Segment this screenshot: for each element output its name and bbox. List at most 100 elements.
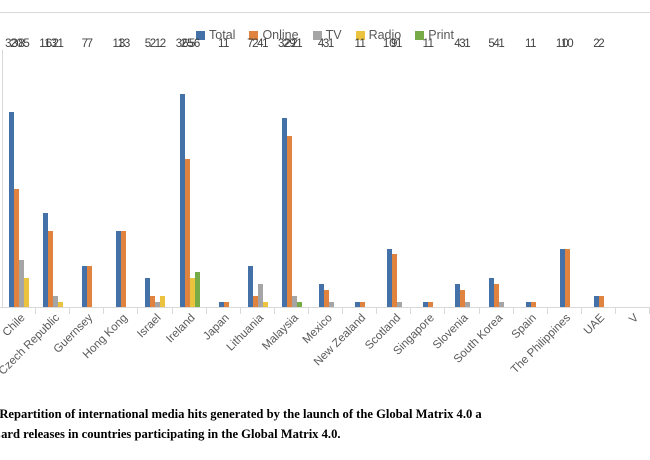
bar-total[interactable]: 1 (423, 38, 429, 308)
bar-total[interactable]: 32 (278, 38, 291, 308)
bar-rect[interactable] (428, 302, 434, 308)
bar-rect[interactable] (296, 302, 302, 308)
bar-rect[interactable] (155, 302, 161, 308)
bar-rect[interactable] (454, 284, 460, 308)
bar-total[interactable]: 5 (145, 38, 151, 308)
bar-online[interactable]: 7 (87, 38, 93, 308)
bar-online[interactable]: 1 (530, 38, 536, 308)
bar-online[interactable]: 13 (117, 38, 130, 308)
bar-rect[interactable] (150, 296, 156, 308)
bar-tv[interactable]: 1 (396, 38, 402, 308)
bar-online[interactable]: 4 (493, 38, 500, 308)
bar-online[interactable]: 29 (283, 38, 296, 308)
bar-rect[interactable] (184, 159, 190, 308)
bar-rect[interactable] (499, 302, 505, 308)
bar-rect[interactable] (189, 278, 195, 308)
legend-item-tv[interactable]: TV (312, 29, 342, 42)
bar-total[interactable]: 4 (454, 38, 461, 308)
bar-rect[interactable] (48, 230, 54, 308)
bar-rect[interactable] (386, 248, 392, 308)
bar-rect[interactable] (396, 302, 402, 308)
bar-print[interactable]: 6 (194, 38, 200, 308)
bar-rect[interactable] (355, 302, 361, 308)
bar-rect[interactable] (464, 302, 470, 308)
bar-rect[interactable] (423, 302, 429, 308)
bar-rect[interactable] (291, 296, 297, 308)
bar-tv[interactable]: 1 (155, 38, 161, 308)
bar-print[interactable]: 1 (296, 38, 303, 308)
bar-online[interactable]: 2 (598, 38, 605, 308)
bar-rect[interactable] (116, 230, 122, 308)
bar-rect[interactable] (24, 278, 30, 308)
bar-rect[interactable] (247, 266, 253, 308)
bar-radio[interactable]: 5 (23, 38, 30, 308)
bar-radio[interactable]: 2 (160, 38, 166, 308)
bar-radio[interactable]: 1 (262, 38, 269, 308)
bar-online[interactable]: 3 (459, 38, 466, 308)
bar-rect[interactable] (489, 278, 495, 308)
bar-total[interactable]: 7 (82, 38, 88, 308)
bar-online[interactable]: 20 (10, 38, 23, 308)
bar-rect[interactable] (494, 284, 500, 308)
bar-total[interactable]: 5 (488, 38, 495, 308)
bar-online[interactable]: 3 (323, 38, 329, 308)
bar-rect[interactable] (87, 266, 93, 308)
bar-rect[interactable] (525, 302, 531, 308)
bar-radio[interactable]: 5 (189, 38, 195, 308)
bar-online[interactable]: 1 (223, 38, 229, 308)
bar-total[interactable]: 10 (556, 38, 569, 308)
bar-rect[interactable] (328, 302, 334, 308)
bar-rect[interactable] (58, 302, 64, 308)
bar-rect[interactable] (593, 296, 599, 308)
legend-item-print[interactable]: Print (415, 29, 454, 42)
bar-total[interactable]: 1 (354, 38, 361, 308)
legend-item-total[interactable]: Total (196, 29, 235, 42)
bar-rect[interactable] (281, 117, 287, 308)
bar-radio[interactable]: 1 (57, 38, 64, 308)
bar-rect[interactable] (459, 290, 465, 308)
bar-online[interactable]: 25 (181, 38, 193, 308)
bar-rect[interactable] (160, 296, 166, 308)
bar-rect[interactable] (121, 230, 127, 308)
bar-total[interactable]: 7 (247, 38, 254, 308)
bar-total[interactable]: 13 (112, 38, 125, 308)
bar-tv[interactable]: 4 (257, 38, 264, 308)
bar-online[interactable]: 9 (391, 38, 397, 308)
bar-online[interactable]: 2 (150, 38, 156, 308)
bar-tv[interactable]: 2 (52, 38, 59, 308)
legend-item-online[interactable]: Online (249, 29, 299, 42)
bar-tv[interactable]: 1 (328, 38, 334, 308)
bar-tv[interactable]: 2 (291, 38, 298, 308)
bar-rect[interactable] (179, 93, 185, 308)
bar-online[interactable]: 1 (359, 38, 366, 308)
bar-total[interactable]: 16 (39, 38, 52, 308)
bar-rect[interactable] (564, 248, 570, 308)
bar-tv[interactable]: 1 (498, 38, 505, 308)
bar-rect[interactable] (43, 212, 49, 308)
bar-rect[interactable] (318, 284, 324, 308)
bar-rect[interactable] (262, 302, 268, 308)
bar-rect[interactable] (19, 260, 25, 308)
bar-total[interactable]: 1 (218, 38, 224, 308)
bar-rect[interactable] (559, 248, 565, 308)
bar-rect[interactable] (53, 296, 59, 308)
bar-online[interactable]: 2 (252, 38, 259, 308)
bar-rect[interactable] (14, 189, 20, 308)
bar-total[interactable]: 36 (176, 38, 188, 308)
bar-rect[interactable] (223, 302, 229, 308)
bar-rect[interactable] (194, 272, 200, 308)
bar-rect[interactable] (252, 296, 258, 308)
bar-rect[interactable] (145, 278, 151, 308)
bar-total[interactable]: 33 (5, 38, 18, 308)
bar-rect[interactable] (82, 266, 88, 308)
bar-rect[interactable] (257, 284, 263, 308)
bar-online[interactable]: 13 (44, 38, 57, 308)
bar-rect[interactable] (323, 290, 329, 308)
bar-rect[interactable] (360, 302, 366, 308)
bar-rect[interactable] (218, 302, 224, 308)
legend-item-radio[interactable]: Radio (355, 29, 401, 42)
bar-tv[interactable]: 1 (464, 38, 471, 308)
bar-online[interactable]: 10 (561, 38, 574, 308)
bar-total[interactable]: 2 (593, 38, 600, 308)
bar-rect[interactable] (598, 296, 604, 308)
